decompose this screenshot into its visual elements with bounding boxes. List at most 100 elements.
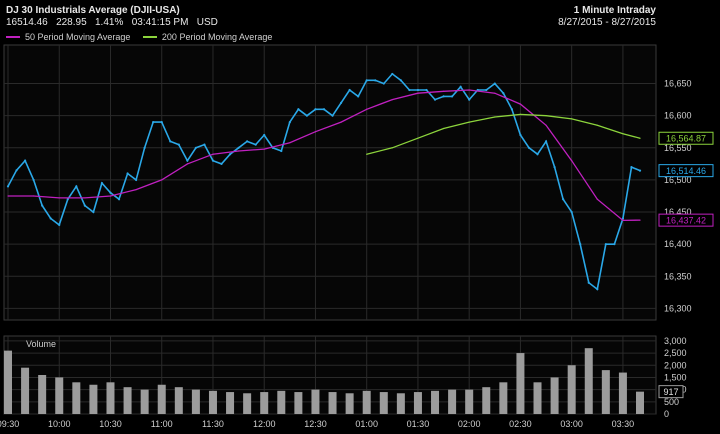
price-point [433,98,437,101]
ma50-point [237,150,240,152]
price-point [100,182,104,185]
quote-line: 16514.46 228.95 1.41% 03:41:15 PM USD [6,17,218,28]
price-point [305,114,309,117]
y-tick-label: 16,400 [664,239,692,249]
price-point [527,146,531,149]
ma200-last-tag-box [658,131,714,145]
ma50-point [58,197,60,199]
price-point [6,185,10,188]
volume-bar [636,391,644,414]
price-point [177,143,180,146]
net-change: 228.95 [56,17,87,28]
price-point [169,140,172,143]
price-point [23,159,27,162]
volume-bar [72,382,81,414]
ma200-point [545,115,547,117]
percent-change: 1.41% [95,17,124,28]
ma50-point [289,142,291,144]
volume-bar [38,375,47,414]
interval-label: 1 Minute Intraday [573,5,656,16]
ma50-point [340,121,342,123]
legend-label-ma50: 50 Period Moving Average [25,32,131,42]
price-point [442,95,445,98]
price-point [117,198,121,201]
y-tick-label: 16,500 [664,175,692,185]
volume-bar [618,372,627,414]
ma50-point [391,99,393,101]
ma50-point [109,195,112,197]
price-point [160,121,163,124]
price-point [357,95,360,98]
ma200-point [639,137,641,139]
x-tick-label: 12:30 [304,419,327,429]
volume-y-tick-label: 2,000 [664,360,687,370]
volume-bar [448,389,457,414]
price-point [536,153,539,156]
ma50-point [161,179,163,181]
price-point [348,88,351,92]
price-point [544,140,548,143]
x-tick-label: 09:30 [0,419,19,429]
price-point [587,281,590,284]
price-plot-area [3,44,657,321]
ma200-point [366,153,368,155]
volume-last-tag: 917 [663,387,678,397]
legend-item-ma200: 200 Period Moving Average [142,32,272,42]
x-tick-label: 02:00 [458,419,481,429]
price-point [203,143,206,146]
volume-bar [106,382,115,414]
ma50-point [442,90,445,92]
price-point [228,153,232,156]
ma200-line [366,113,641,155]
volume-y-tick-label: 3,000 [664,336,687,346]
volume-bar [89,384,98,414]
volume-bar [499,382,508,414]
volume-y-tick-label: 1,500 [664,372,687,382]
price-point [519,133,522,137]
ma50-point [596,198,598,200]
price-point [570,210,573,214]
volume-y-tick-label: 2,500 [664,348,687,358]
price-point [621,217,625,220]
ma50-point [314,131,317,133]
ma50-last-tag: 16,437.42 [666,216,706,226]
legend: 50 Period Moving Average 200 Period Movi… [6,30,282,42]
ma50-point [135,188,137,191]
price-point [126,172,129,175]
price-point [280,149,283,153]
volume-bar [294,392,303,414]
price-point [630,165,633,169]
ma200-point [442,127,445,130]
x-tick-label: 01:00 [355,419,378,429]
price-point [374,79,377,82]
ma50-point [263,148,265,150]
price-point [314,108,317,111]
price-point [604,243,607,246]
x-tick-label: 03:00 [560,419,583,429]
price-point [322,108,326,111]
price-last-tag: 16,514.46 [666,166,706,176]
x-tick-label: 10:00 [48,419,71,429]
price-point [75,185,78,188]
volume-bar [174,387,183,414]
ma50-point [7,195,9,197]
ma50-point [468,89,470,91]
price-point [211,159,215,162]
price-point [186,159,189,162]
volume-bar [21,367,30,414]
legend-swatch-ma200 [142,36,157,38]
volume-bar [55,377,64,414]
x-tick-label: 02:30 [509,419,532,429]
ma200-point [571,118,573,120]
ma50-point [84,197,86,199]
price-point [562,198,565,201]
ma50-point [33,195,35,197]
volume-bar [601,370,610,414]
volume-bar [465,389,474,414]
ma200-point [417,137,419,139]
last-price: 16514.46 [6,17,48,28]
ma200-point [622,133,624,135]
price-point [152,121,155,124]
